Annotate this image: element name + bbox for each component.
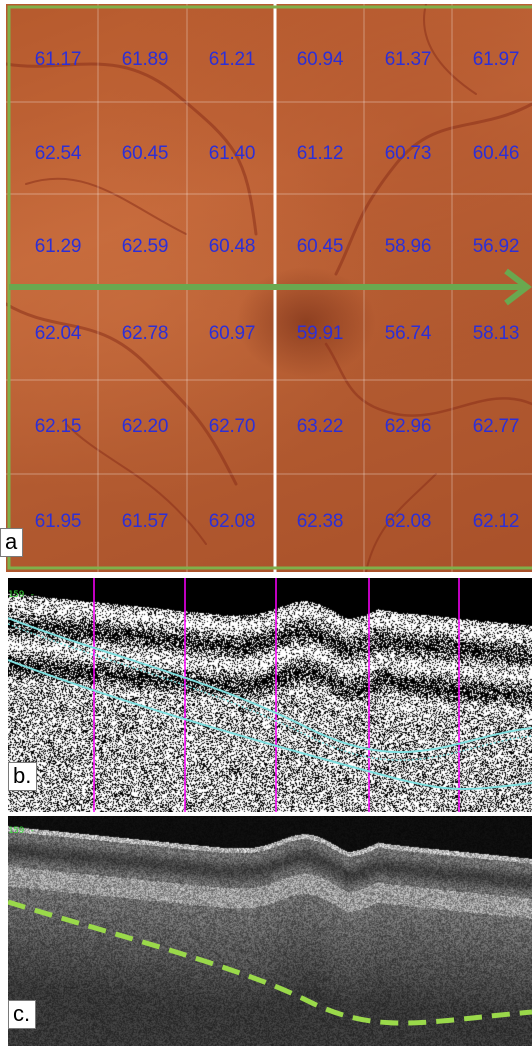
thickness-value: 60.46 <box>472 143 520 164</box>
thickness-value: 60.48 <box>208 236 256 257</box>
thickness-value: 61.21 <box>208 49 256 70</box>
panel-c-label: c. <box>8 1000 37 1029</box>
thickness-value: 62.54 <box>34 143 82 164</box>
thickness-value: 61.37 <box>384 49 432 70</box>
thickness-value: 62.08 <box>208 511 256 532</box>
thickness-value: 62.15 <box>34 416 82 437</box>
thickness-value: 60.73 <box>384 143 432 164</box>
thickness-value: 60.94 <box>296 49 344 70</box>
thickness-value: 59.91 <box>296 323 344 344</box>
thickness-value: 56.92 <box>472 236 520 257</box>
scale-tag: 159 - <box>8 826 36 836</box>
thickness-value: 61.97 <box>472 49 520 70</box>
thickness-value: 61.95 <box>34 511 82 532</box>
oct-bscan-image <box>8 816 532 1046</box>
scale-tag: 159 - <box>8 590 36 600</box>
retinal-vessels <box>6 4 532 572</box>
thickness-value: 62.78 <box>121 323 169 344</box>
thickness-value: 60.45 <box>121 143 169 164</box>
thickness-value: 62.77 <box>472 416 520 437</box>
thickness-value: 63.22 <box>296 416 344 437</box>
thickness-value: 60.97 <box>208 323 256 344</box>
rpe-boundary-line <box>8 617 532 754</box>
grayscale-oct-panel: 159 - <box>8 816 532 1046</box>
thickness-value: 62.59 <box>121 236 169 257</box>
panel-a-label: a <box>0 528 24 557</box>
thickness-value: 62.38 <box>296 511 344 532</box>
thickness-value: 62.96 <box>384 416 432 437</box>
thickness-value: 62.20 <box>121 416 169 437</box>
panel-b-label: b. <box>8 762 38 791</box>
thickness-value: 62.04 <box>34 323 82 344</box>
thickness-value: 61.40 <box>208 143 256 164</box>
choroid-boundary-line <box>8 659 532 790</box>
binarized-oct-panel: 159 - <box>8 578 532 812</box>
scan-direction-arrow <box>9 268 532 306</box>
thickness-value: 61.89 <box>121 49 169 70</box>
thickness-value: 60.45 <box>296 236 344 257</box>
thickness-value: 61.12 <box>296 143 344 164</box>
choroid-segmentation <box>8 899 532 1026</box>
thickness-value: 61.17 <box>34 49 82 70</box>
fundus-panel: 61.17 61.89 61.21 60.94 61.37 61.97 62.54 60.45… <box>6 4 532 572</box>
thickness-value: 58.96 <box>384 236 432 257</box>
thickness-value: 61.57 <box>121 511 169 532</box>
measurement-grid <box>6 4 532 572</box>
thickness-value: 62.08 <box>384 511 432 532</box>
thickness-value: 58.13 <box>472 323 520 344</box>
rpe-boundary-dotted <box>8 623 532 761</box>
thickness-value: 62.12 <box>472 511 520 532</box>
thickness-value: 56.74 <box>384 323 432 344</box>
segmentation-overlay <box>8 578 532 812</box>
thickness-value: 62.70 <box>208 416 256 437</box>
binarized-oct-image <box>8 578 532 812</box>
choroid-boundary-dashed <box>8 899 532 1026</box>
thickness-value: 61.29 <box>34 236 82 257</box>
